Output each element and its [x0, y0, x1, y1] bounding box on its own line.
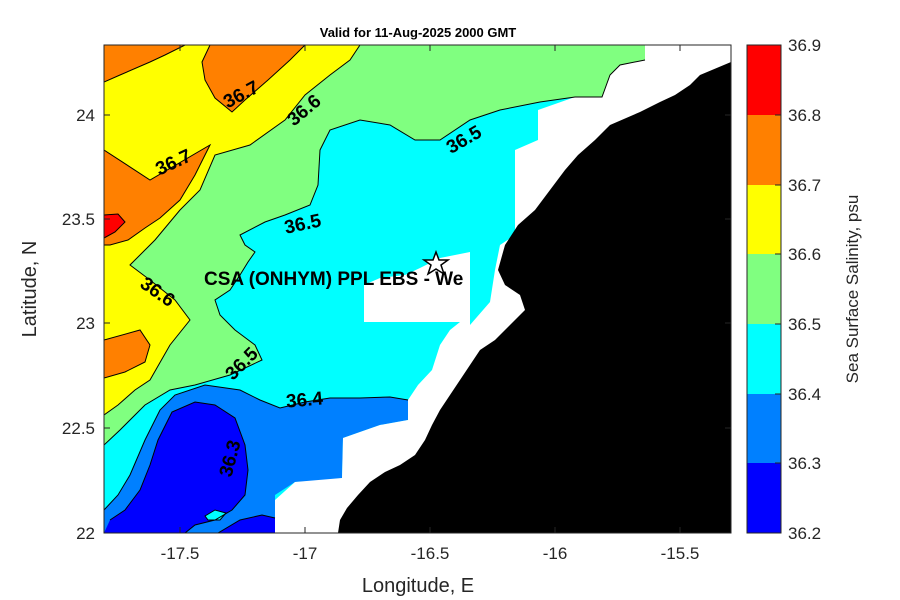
map-plot-area: 36.7 36.6 36.5 36.7 36.5 36.6 36.5 36.4 … [104, 45, 731, 533]
salinity-band-36-6 [104, 45, 360, 415]
axes-frame [103, 44, 732, 534]
colorbar-tick-label: 36.6 [788, 245, 821, 264]
colorbar-band [747, 254, 781, 324]
y-tick-label: 23 [76, 314, 95, 333]
colorbar-band [747, 45, 781, 115]
colorbar: 36.9 36.8 36.7 36.6 36.5 36.4 36.3 36.2 … [746, 36, 862, 543]
colorbar-tick-label: 36.3 [788, 454, 821, 473]
salinity-band-36-2 [104, 402, 248, 533]
colorbar-tick-label: 36.2 [788, 524, 821, 543]
colorbar-band [747, 185, 781, 254]
y-tick-label: 22 [76, 524, 95, 543]
land-coast [338, 62, 731, 533]
x-tick-label: -16 [543, 544, 568, 563]
x-axis: -17.5 -17 -16.5 -16 -15.5 Longitude, E [161, 45, 700, 597]
contour-label: 36.4 [285, 388, 324, 412]
x-tick-label: -17 [293, 544, 318, 563]
salinity-island-blob [205, 510, 226, 520]
x-tick-label: -17.5 [161, 544, 200, 563]
map-title: Valid for 11-Aug-2025 2000 GMT [320, 25, 517, 40]
x-tick-label: -16.5 [411, 544, 450, 563]
y-axis: 24 23.5 23 22.5 22 Latitude, N [19, 106, 731, 543]
salinity-band-36-7-south [104, 330, 150, 378]
colorbar-tick-label: 36.5 [788, 315, 821, 334]
colorbar-band [747, 324, 781, 394]
salinity-band-36-8 [104, 214, 125, 238]
colorbar-tick-label: 36.7 [788, 176, 821, 195]
salinity-band-36-7-north [202, 45, 305, 112]
y-axis-label: Latitude, N [19, 241, 41, 338]
colorbar-label: Sea Surface Salinity, psu [843, 195, 862, 384]
x-axis-label: Longitude, E [362, 575, 474, 597]
colorbar-tick-label: 36.4 [788, 385, 821, 404]
x-tick-label: -15.5 [661, 544, 700, 563]
colorbar-band [747, 115, 781, 185]
y-tick-label: 23.5 [62, 210, 95, 229]
colorbar-band [747, 463, 781, 533]
contour-lines [104, 45, 646, 533]
colorbar-tick-label: 36.9 [788, 36, 821, 55]
site-star-icon [421, 249, 451, 276]
dakhla-peninsula [560, 118, 642, 195]
colorbar-band [747, 394, 781, 463]
y-tick-label: 22.5 [62, 419, 95, 438]
salinity-band-36-2-south [218, 515, 275, 533]
colorbar-tick-label: 36.8 [788, 106, 821, 125]
salinity-band-36-7-west [104, 145, 210, 245]
site-label: CSA (ONHYM) PPL EBS - We [204, 269, 463, 290]
y-tick-label: 24 [76, 106, 95, 125]
